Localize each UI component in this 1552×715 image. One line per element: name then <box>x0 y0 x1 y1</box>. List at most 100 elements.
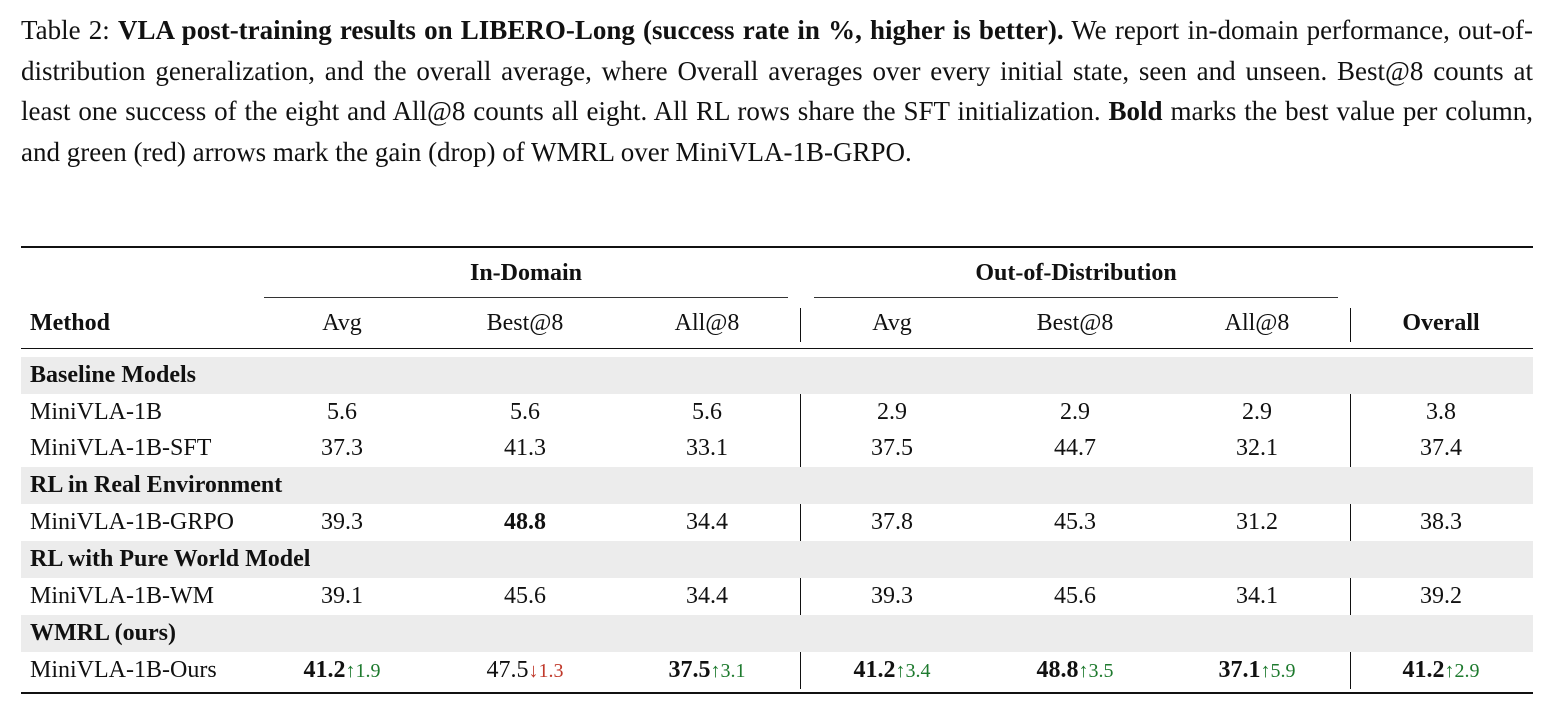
up-arrow-icon: ↑ <box>1444 660 1455 682</box>
body-separator-1d <box>800 652 801 689</box>
header-in-all8: All@8 <box>674 310 740 336</box>
table-cell: 39.3 <box>321 509 363 535</box>
table-cell-ours: 41.2↑1.9 <box>304 655 381 686</box>
header-in-best8: Best@8 <box>486 310 564 336</box>
row-name-ours: MiniVLA-1B-Ours <box>30 657 217 683</box>
section-bg-wmrl <box>21 615 1533 652</box>
body-separator-1a <box>800 394 801 467</box>
gain-delta: ↑1.9 <box>346 660 381 682</box>
row-name-minivla: MiniVLA-1B <box>30 399 162 425</box>
table-cell: 5.6 <box>692 399 722 425</box>
section-bg-rl-wm <box>21 541 1533 578</box>
header-bottom-rule <box>21 348 1533 349</box>
delta-value: 1.9 <box>355 660 381 682</box>
table-cell-ours: 41.2↑3.4 <box>854 655 931 686</box>
up-arrow-icon: ↑ <box>710 660 721 682</box>
body-separator-1b <box>800 504 801 541</box>
header-group-in-domain: In-Domain <box>469 260 583 286</box>
cell-value: 47.5 <box>486 657 529 683</box>
table-cell: 2.9 <box>877 399 907 425</box>
table-cell: 38.3 <box>1420 509 1462 535</box>
body-separator-2c <box>1350 578 1351 615</box>
gain-delta: ↑3.4 <box>896 660 931 682</box>
header-ood-all8: All@8 <box>1224 310 1290 336</box>
table-cell: 39.2 <box>1420 583 1462 609</box>
table-cell: 31.2 <box>1236 509 1278 535</box>
up-arrow-icon: ↑ <box>895 660 906 682</box>
cell-value: 41.2 <box>853 657 896 683</box>
table-cell: 32.1 <box>1236 435 1278 461</box>
table-top-rule <box>21 246 1533 248</box>
header-overall: Overall <box>1402 310 1480 336</box>
cell-value: 37.1 <box>1218 657 1261 683</box>
header-ood-avg: Avg <box>872 310 912 336</box>
cell-value: 41.2 <box>1402 657 1445 683</box>
cell-value: 37.5 <box>668 657 711 683</box>
delta-value: 3.5 <box>1088 660 1114 682</box>
caption-body-2: marks the best value per column, and gre… <box>21 96 1533 167</box>
row-name-sft: MiniVLA-1B-SFT <box>30 435 212 461</box>
table-cell: 37.5 <box>871 435 913 461</box>
table-cell: 5.6 <box>327 399 357 425</box>
header-separator-1 <box>800 308 801 342</box>
header-separator-2 <box>1350 308 1351 342</box>
section-bg-baseline <box>21 357 1533 394</box>
delta-value: 2.9 <box>1454 660 1480 682</box>
up-arrow-icon: ↑ <box>1078 660 1089 682</box>
table-cell: 45.3 <box>1054 509 1096 535</box>
table-cell: 34.4 <box>686 583 728 609</box>
body-separator-2a <box>1350 394 1351 467</box>
gain-delta: ↑5.9 <box>1261 660 1296 682</box>
drop-delta: ↓1.3 <box>529 660 564 682</box>
ood-cmidrule <box>814 297 1338 298</box>
table-cell: 45.6 <box>1054 583 1096 609</box>
in-domain-cmidrule <box>264 297 788 298</box>
gain-delta: ↑2.9 <box>1445 660 1480 682</box>
header-group-ood: Out-of-Distribution <box>975 260 1177 286</box>
table-cell: 3.8 <box>1426 399 1456 425</box>
table-cell: 41.3 <box>504 435 546 461</box>
section-rl-real-env: RL in Real Environment <box>30 472 283 498</box>
delta-value: 3.1 <box>720 660 746 682</box>
table-cell: 39.1 <box>321 583 363 609</box>
table-cell-ours: 37.5↑3.1 <box>669 655 746 686</box>
cell-value: 48.8 <box>1036 657 1079 683</box>
section-wmrl: WMRL (ours) <box>30 620 176 646</box>
caption-prefix: Table 2: <box>21 15 118 45</box>
cell-value: 41.2 <box>303 657 346 683</box>
table-cell: 45.6 <box>504 583 546 609</box>
table-cell: 34.4 <box>686 509 728 535</box>
table-cell: 37.3 <box>321 435 363 461</box>
header-ood-best8: Best@8 <box>1036 310 1114 336</box>
table-cell: 44.7 <box>1054 435 1096 461</box>
row-name-wm: MiniVLA-1B-WM <box>30 583 214 609</box>
table-cell-best: 48.8 <box>504 509 546 535</box>
table-cell-ours: 37.1↑5.9 <box>1219 655 1296 686</box>
table-cell: 2.9 <box>1060 399 1090 425</box>
table-caption: Table 2: VLA post-training results on LI… <box>21 10 1533 172</box>
caption-title: VLA post-training results on LIBERO-Long… <box>117 15 1064 45</box>
table-cell: 34.1 <box>1236 583 1278 609</box>
delta-value: 1.3 <box>538 660 564 682</box>
table-cell: 33.1 <box>686 435 728 461</box>
table-cell-ours: 48.8↑3.5 <box>1037 655 1114 686</box>
table-cell: 37.4 <box>1420 435 1462 461</box>
caption-body-1: We report in-domain performance, out-of-… <box>21 15 1533 126</box>
section-bg-rl-real <box>21 467 1533 504</box>
section-baseline-models: Baseline Models <box>30 362 196 388</box>
table-cell: 2.9 <box>1242 399 1272 425</box>
table-cell: 5.6 <box>510 399 540 425</box>
table-cell: 39.3 <box>871 583 913 609</box>
table-cell-ours: 47.5↓1.3 <box>487 655 564 686</box>
caption-bold-word: Bold <box>1108 96 1163 126</box>
down-arrow-icon: ↓ <box>528 660 539 682</box>
gain-delta: ↑3.1 <box>711 660 746 682</box>
body-separator-1c <box>800 578 801 615</box>
gain-delta: ↑3.5 <box>1079 660 1114 682</box>
table-cell: 37.8 <box>871 509 913 535</box>
up-arrow-icon: ↑ <box>1260 660 1271 682</box>
body-separator-2d <box>1350 652 1351 689</box>
header-method: Method <box>30 310 110 336</box>
row-name-grpo: MiniVLA-1B-GRPO <box>30 509 235 535</box>
body-separator-2b <box>1350 504 1351 541</box>
